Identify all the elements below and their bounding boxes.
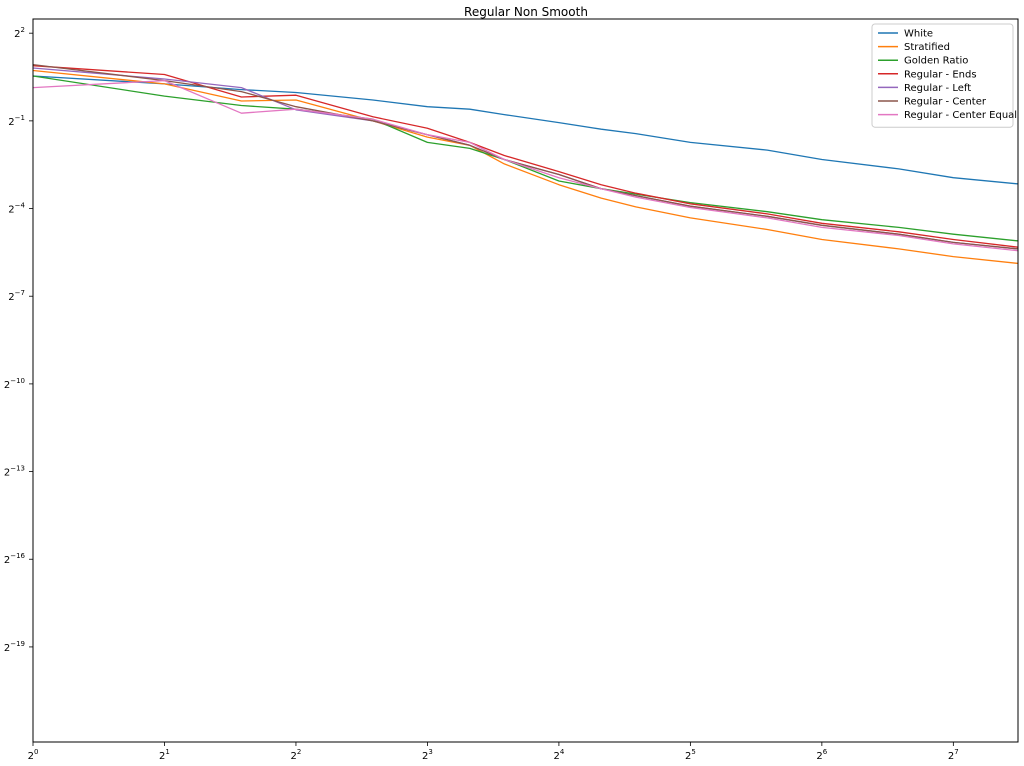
legend-label: White [904,29,933,40]
x-tick-label: 20 [28,748,39,762]
y-tick-label: 2−19 [4,640,25,654]
x-tick-label: 22 [291,748,302,762]
series-line-6 [33,63,1018,250]
series-layer [33,63,1018,265]
x-tick-label: 27 [948,748,959,762]
y-axis: 22 2−1 2−4 2−7 2−10 2−13 2−16 2−19 [4,26,33,654]
x-tick-label: 25 [685,748,696,762]
legend-label: Regular - Left [904,83,971,94]
legend-label: Regular - Center [904,97,987,108]
y-tick-label: 2−13 [4,465,25,479]
y-tick-label: 22 [14,26,25,40]
y-tick-label: 2−7 [8,289,25,303]
chart-title: Regular Non Smooth [464,5,588,19]
legend: White Stratified Golden Ratio Regular - End… [871,23,1017,128]
series-line-3 [33,75,1018,242]
x-tick-label: 26 [816,748,827,762]
x-tick-label: 21 [159,748,170,762]
series-line-7 [33,79,1018,252]
series-line-5 [33,67,1018,250]
y-tick-label: 2−1 [8,114,25,128]
legend-label: Regular - Center Equal [904,110,1017,121]
x-axis: 20 21 22 23 24 25 26 27 [28,742,959,762]
series-line-1 [33,75,1018,185]
legend-label: Regular - Ends [904,69,977,80]
legend-label: Stratified [904,42,950,53]
y-tick-label: 2−16 [4,552,26,566]
x-tick-label: 24 [553,748,564,762]
y-tick-label: 2−10 [4,377,25,391]
series-line-4 [33,65,1018,248]
x-tick-label: 23 [422,748,433,762]
plot-frame [32,18,1019,743]
series-line-2 [33,69,1018,265]
legend-label: Golden Ratio [904,56,968,67]
legend-box [871,23,1014,128]
y-tick-label: 2−4 [8,202,25,216]
